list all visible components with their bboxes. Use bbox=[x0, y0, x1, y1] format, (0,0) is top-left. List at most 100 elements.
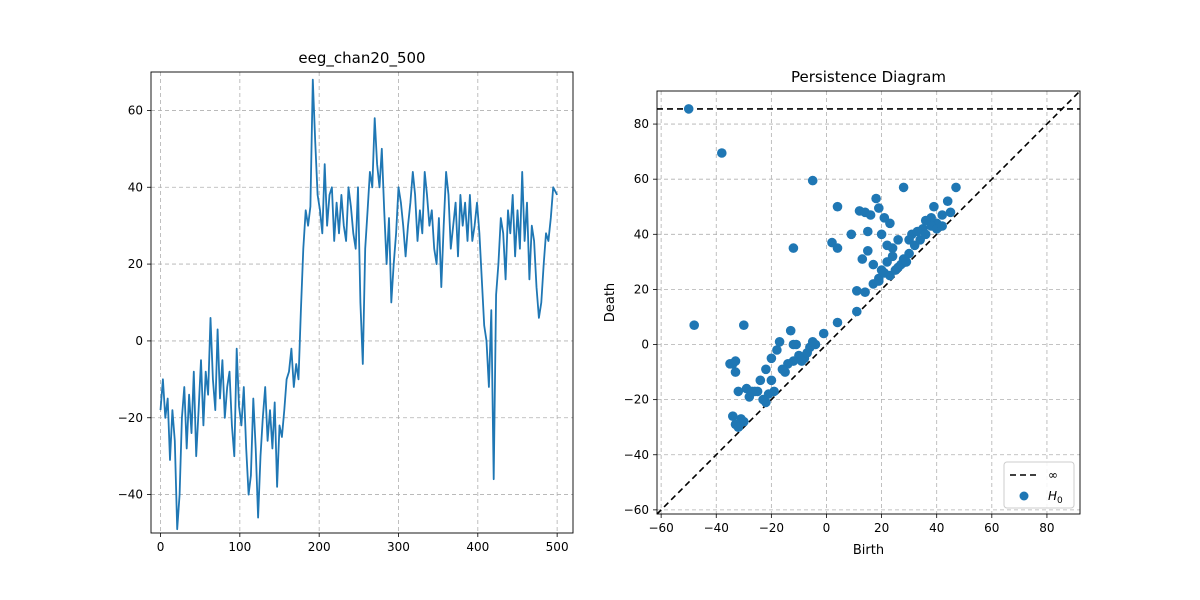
eeg-y-tick-label: 60 bbox=[128, 103, 143, 117]
persistence-point bbox=[788, 243, 799, 253]
persistence-point bbox=[852, 286, 862, 296]
persistence-gridlines bbox=[657, 91, 1080, 514]
persistence-point bbox=[730, 367, 741, 377]
persistence-x-tick-label: 80 bbox=[1039, 521, 1054, 535]
persistence-point bbox=[846, 229, 857, 240]
eeg-x-tick-label: 100 bbox=[228, 540, 251, 554]
eeg-x-tick-label: 300 bbox=[387, 540, 410, 554]
persistence-point bbox=[832, 317, 843, 328]
persistence-point bbox=[730, 356, 741, 366]
legend-h0-label: H0 bbox=[1048, 489, 1063, 506]
persistence-point bbox=[717, 148, 727, 158]
persistence-point bbox=[937, 210, 947, 220]
persistence-point bbox=[728, 411, 738, 422]
persistence-point bbox=[758, 394, 768, 405]
y-axis-label-death: Death bbox=[603, 283, 618, 322]
x-axis-label-birth: Birth bbox=[853, 543, 884, 558]
persistence-point bbox=[863, 226, 873, 237]
eeg-axes-frame bbox=[150, 71, 574, 534]
persistence-point bbox=[876, 229, 887, 240]
persistence-point bbox=[912, 226, 923, 237]
persistence-diagram: −60 −40 −20 0 20 40 60 80 −60 −40 −20 0 20 40 60 80 Per… bbox=[603, 68, 1081, 558]
eeg-y-tick-label: −40 bbox=[118, 488, 143, 502]
persistence-point bbox=[785, 325, 796, 336]
persistence-point bbox=[852, 306, 862, 317]
persistence-point bbox=[929, 201, 939, 212]
persistence-x-tick-label: −60 bbox=[648, 521, 673, 535]
eeg-x-tick-label: 200 bbox=[308, 540, 331, 554]
persistence-point bbox=[683, 104, 694, 114]
persistence-point bbox=[868, 259, 879, 270]
persistence-point bbox=[893, 235, 903, 245]
persistence-point bbox=[945, 207, 956, 218]
persistence-point bbox=[774, 337, 785, 347]
persistence-point bbox=[901, 257, 912, 267]
persistence-point bbox=[874, 203, 884, 213]
persistence-point bbox=[689, 320, 699, 331]
persistence-point bbox=[733, 386, 744, 397]
legend: ∞ H0 bbox=[1003, 461, 1075, 509]
persistence-point bbox=[802, 348, 812, 358]
eeg-x-tick-label: 500 bbox=[546, 540, 569, 554]
persistence-x-tick-label: −20 bbox=[759, 521, 784, 535]
persistence-point bbox=[874, 276, 884, 286]
persistence-y-tick-label: −60 bbox=[624, 503, 649, 517]
persistence-point bbox=[898, 182, 909, 193]
persistence-point bbox=[761, 364, 771, 375]
legend-infinity-label: ∞ bbox=[1048, 468, 1058, 482]
persistence-axes-frame bbox=[656, 90, 1081, 515]
persistence-point bbox=[882, 240, 892, 251]
persistence-point bbox=[832, 201, 843, 212]
persistence-ticks: −60 −40 −20 0 20 40 60 80 −60 −40 −20 0 20 40 60 80 bbox=[624, 117, 1055, 535]
legend-h0-swatch bbox=[1019, 491, 1029, 501]
persistence-point bbox=[807, 175, 818, 186]
persistence-x-tick-label: 40 bbox=[929, 521, 944, 535]
persistence-point bbox=[860, 287, 870, 298]
legend-h0-main: H bbox=[1048, 489, 1057, 503]
persistence-point bbox=[871, 193, 881, 204]
eeg-y-tick-label: 20 bbox=[128, 257, 143, 271]
persistence-point bbox=[755, 375, 766, 386]
eeg-line-chart: 0 100 200 300 400 500 −40 −20 0 20 40 60 eeg_chan20… bbox=[118, 49, 574, 554]
persistence-point bbox=[904, 248, 914, 259]
persistence-point bbox=[863, 246, 873, 256]
persistence-point bbox=[807, 337, 818, 347]
eeg-y-tick-label: 40 bbox=[128, 180, 143, 194]
legend-box bbox=[1003, 461, 1075, 509]
persistence-point bbox=[772, 345, 782, 355]
persistence-point bbox=[791, 339, 801, 350]
persistence-y-tick-label: −40 bbox=[624, 448, 649, 462]
legend-h0-subscript: 0 bbox=[1057, 496, 1063, 506]
persistence-point bbox=[747, 386, 757, 397]
persistence-point bbox=[796, 356, 807, 366]
eeg-y-tick-label: −20 bbox=[118, 411, 143, 425]
persistence-point bbox=[739, 416, 749, 427]
persistence-x-tick-label: −40 bbox=[704, 521, 729, 535]
persistence-y-tick-label: 40 bbox=[634, 227, 649, 241]
eeg-x-tick-label: 0 bbox=[157, 540, 165, 554]
persistence-point bbox=[739, 320, 749, 331]
persistence-point bbox=[857, 254, 868, 264]
persistence-chart-title: Persistence Diagram bbox=[791, 68, 946, 86]
persistence-point bbox=[937, 221, 947, 231]
persistence-y-tick-label: −20 bbox=[624, 393, 649, 407]
persistence-point bbox=[832, 243, 843, 253]
persistence-point bbox=[865, 210, 876, 220]
persistence-point bbox=[766, 375, 777, 386]
eeg-series-line bbox=[159, 78, 558, 531]
persistence-x-tick-label: 20 bbox=[874, 521, 889, 535]
persistence-y-tick-label: 80 bbox=[634, 117, 649, 131]
persistence-point bbox=[818, 328, 829, 339]
persistence-x-tick-label: 60 bbox=[984, 521, 999, 535]
eeg-ticks: 0 100 200 300 400 500 −40 −20 0 20 40 60 bbox=[118, 103, 569, 554]
persistence-x-tick-label: 0 bbox=[823, 521, 831, 535]
persistence-point bbox=[951, 182, 961, 193]
persistence-point bbox=[777, 364, 788, 375]
persistence-y-tick-label: 0 bbox=[641, 338, 649, 352]
persistence-point bbox=[920, 229, 931, 240]
eeg-y-tick-label: 0 bbox=[135, 334, 143, 348]
eeg-x-tick-label: 400 bbox=[466, 540, 489, 554]
persistence-point bbox=[885, 218, 895, 229]
